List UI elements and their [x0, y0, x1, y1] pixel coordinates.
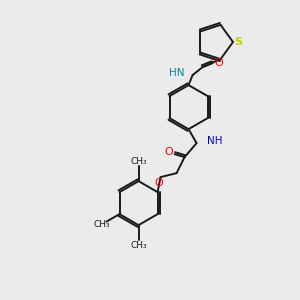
Text: O: O: [214, 58, 223, 68]
Text: O: O: [154, 178, 163, 188]
Text: CH₃: CH₃: [130, 241, 147, 250]
Text: S: S: [234, 37, 242, 47]
Text: O: O: [164, 147, 173, 157]
Text: CH₃: CH₃: [94, 220, 110, 229]
Text: CH₃: CH₃: [130, 157, 147, 166]
Text: HN: HN: [169, 68, 184, 78]
Text: NH: NH: [207, 136, 222, 146]
